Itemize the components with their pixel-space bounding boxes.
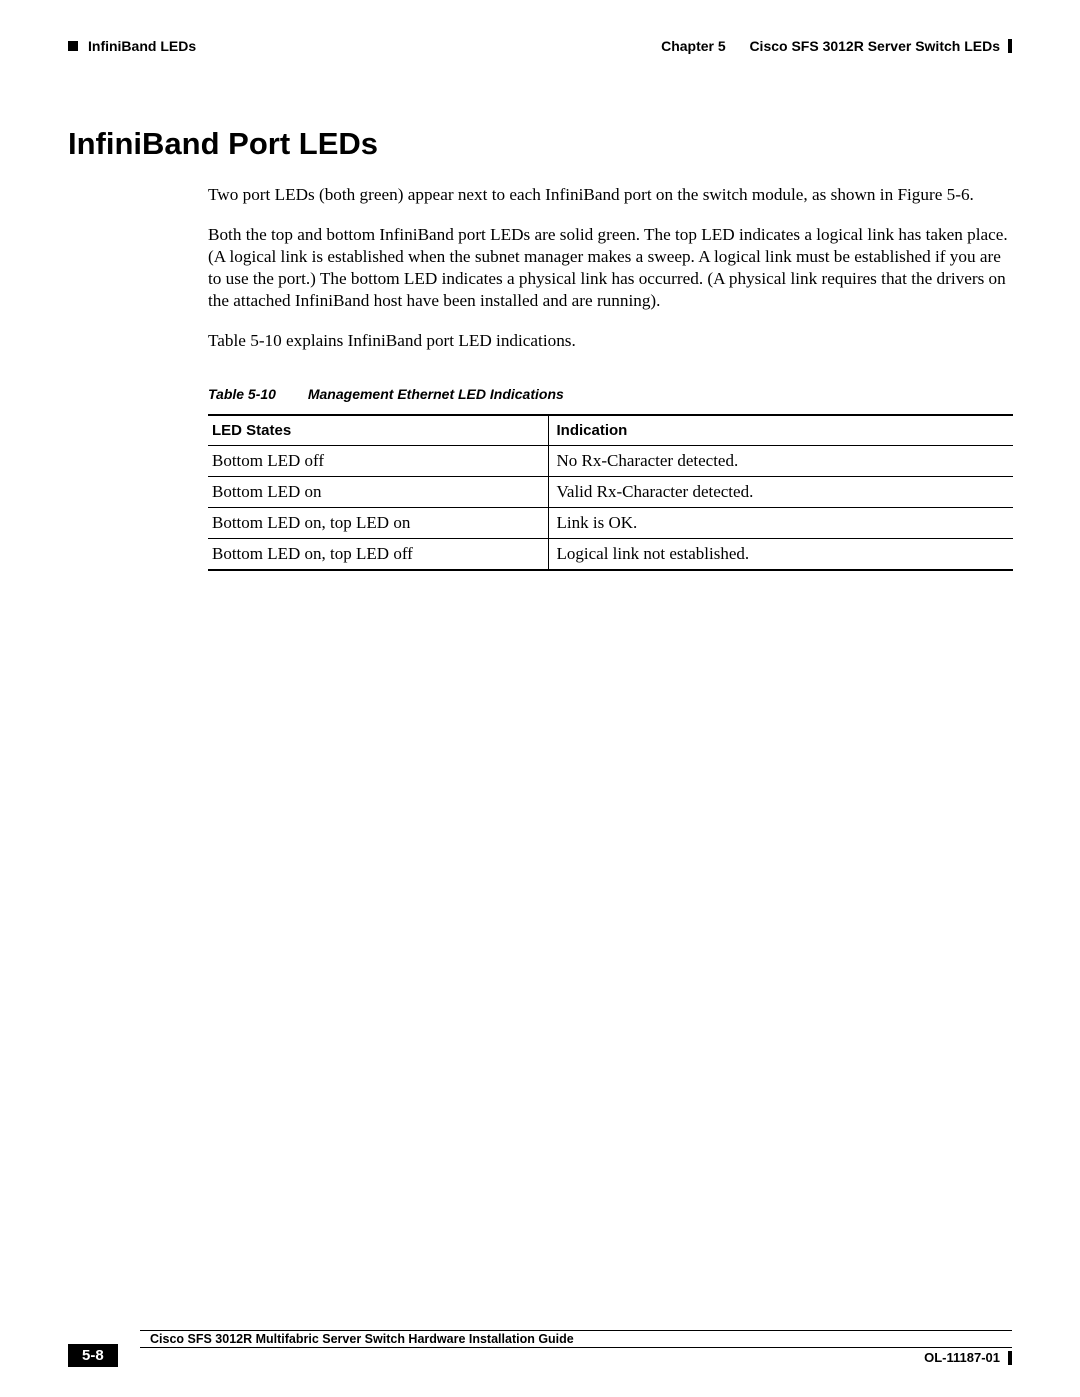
table-header-row: LED States Indication (208, 415, 1013, 446)
header-section: InfiniBand LEDs (88, 38, 196, 54)
header-left: InfiniBand LEDs (68, 38, 196, 54)
footer-doc-number: OL-11187-01 (924, 1350, 1000, 1365)
table-row: Bottom LED on Valid Rx-Character detecte… (208, 477, 1013, 508)
table-row: Bottom LED on, top LED off Logical link … (208, 539, 1013, 571)
table-cell: Bottom LED off (208, 446, 548, 477)
header-right: Chapter 5 Cisco SFS 3012R Server Switch … (661, 38, 1012, 54)
table-cell: Bottom LED on, top LED off (208, 539, 548, 571)
led-table: LED States Indication Bottom LED off No … (208, 414, 1013, 571)
footer-rule: Cisco SFS 3012R Multifabric Server Switc… (140, 1330, 1012, 1348)
table-cell: Link is OK. (548, 508, 1013, 539)
section-heading: InfiniBand Port LEDs (68, 126, 1012, 162)
table-header-1: Indication (548, 415, 1013, 446)
paragraph-2: Both the top and bottom InfiniBand port … (208, 224, 1012, 312)
page-number-badge: 5-8 (68, 1344, 118, 1367)
square-bullet-icon (68, 41, 78, 51)
table-caption: Table 5-10 Management Ethernet LED Indic… (208, 386, 1012, 402)
page: InfiniBand LEDs Chapter 5 Cisco SFS 3012… (0, 0, 1080, 1397)
header-chapter-label: Chapter 5 (661, 38, 726, 54)
footer-doc-number-group: OL-11187-01 (924, 1350, 1012, 1365)
table-caption-label: Table 5-10 (208, 386, 276, 402)
table-cell: No Rx-Character detected. (548, 446, 1013, 477)
table-cell: Bottom LED on (208, 477, 548, 508)
header-bar-icon (1008, 39, 1012, 53)
table-header-0: LED States (208, 415, 548, 446)
table-cell: Bottom LED on, top LED on (208, 508, 548, 539)
footer-guide-title: Cisco SFS 3012R Multifabric Server Switc… (150, 1331, 574, 1347)
table-cell: Logical link not established. (548, 539, 1013, 571)
paragraph-3: Table 5-10 explains InfiniBand port LED … (208, 330, 1012, 352)
table-row: Bottom LED off No Rx-Character detected. (208, 446, 1013, 477)
table-caption-title: Management Ethernet LED Indications (308, 386, 564, 402)
page-footer: Cisco SFS 3012R Multifabric Server Switc… (68, 1330, 1012, 1367)
table-cell: Valid Rx-Character detected. (548, 477, 1013, 508)
table-row: Bottom LED on, top LED on Link is OK. (208, 508, 1013, 539)
running-header: InfiniBand LEDs Chapter 5 Cisco SFS 3012… (68, 38, 1012, 54)
footer-bar-icon (1008, 1351, 1012, 1365)
header-chapter-title: Cisco SFS 3012R Server Switch LEDs (749, 38, 1000, 54)
paragraph-1: Two port LEDs (both green) appear next t… (208, 184, 1012, 206)
